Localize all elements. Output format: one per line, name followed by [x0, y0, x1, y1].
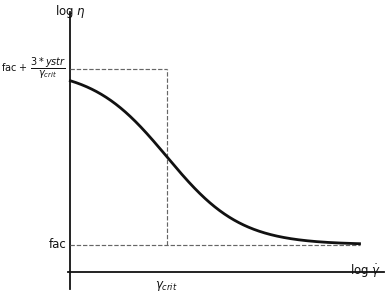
Text: log $\eta$: log $\eta$: [55, 3, 86, 20]
Text: fac $+$ $\dfrac{3 * ystr}{\gamma_{crit}}$: fac $+$ $\dfrac{3 * ystr}{\gamma_{crit}}…: [1, 56, 67, 81]
Text: fac: fac: [49, 238, 67, 251]
Text: log $\dot{\gamma}$: log $\dot{\gamma}$: [350, 263, 381, 280]
Text: $\gamma_{crit}$: $\gamma_{crit}$: [156, 279, 178, 293]
